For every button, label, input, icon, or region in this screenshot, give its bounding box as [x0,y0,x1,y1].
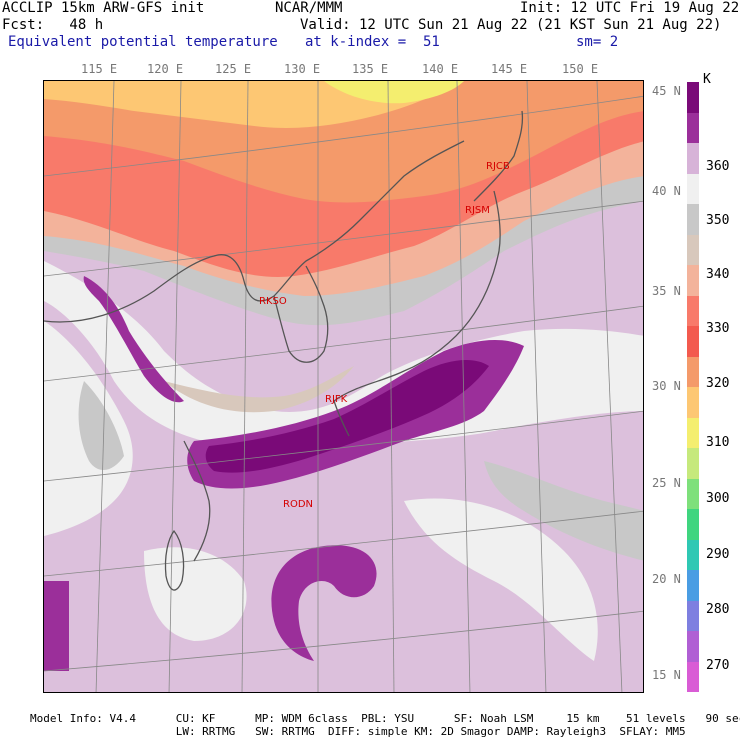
colorbar-label: 270 [706,658,730,673]
colorbar-swatch [687,417,699,448]
lon-label: 130 E [284,62,321,76]
colorbar-label: 360 [706,159,730,174]
colorbar-unit: K [703,72,711,87]
lon-label: 150 E [562,62,599,76]
colorbar-label: 310 [706,435,730,450]
colorbar-swatch [687,112,699,143]
colorbar-swatch [687,173,699,204]
field-name: Equivalent potential temperature [8,34,278,50]
colorbar-swatch [687,143,699,174]
valid-time: Valid: 12 UTC Sun 21 Aug 22 (21 KST Sun … [300,17,722,33]
colorbar-label: 330 [706,321,730,336]
lon-label: 115 E [81,62,118,76]
station-rjsm: RJSM [465,205,490,216]
lat-label: 15 N [652,668,681,682]
colorbar-swatch [687,265,699,296]
colorbar-swatch [687,600,699,631]
colorbar-label: 340 [706,267,730,282]
colorbar-swatch [687,509,699,540]
model-info-line2: LW: RRTMG SW: RRTMG DIFF: simple KM: 2D … [30,725,686,738]
station-rodn: RODN [283,499,313,510]
colorbar-label: 290 [706,547,730,562]
lon-label: 140 E [422,62,459,76]
theta-e-map [43,80,644,693]
station-rjcb: RJCB [486,161,510,172]
lon-label: 120 E [147,62,184,76]
colorbar-swatch [687,204,699,235]
colorbar-swatch [687,448,699,479]
colorbar-label: 320 [706,376,730,391]
map-canvas [44,81,643,692]
station-rjfk: RJFK [325,394,348,405]
lat-label: 20 N [652,572,681,586]
station-rkso: RKSO [259,296,287,307]
colorbar-swatch [687,478,699,509]
colorbar-swatch [687,631,699,662]
forecast-hour: Fcst: 48 h [2,17,104,33]
colorbar-swatch [687,387,699,418]
model-info-line1: Model Info: V4.4 CU: KF MP: WDM 6class P… [30,712,740,725]
lon-label: 125 E [215,62,252,76]
colorbar-swatch [687,82,699,113]
colorbar-swatch [687,234,699,265]
colorbar-label: 350 [706,213,730,228]
colorbar-swatch [687,295,699,326]
colorbar [687,82,699,692]
smoothing-label: sm= 2 [576,34,619,50]
colorbar-label: 300 [706,491,730,506]
lat-label: 30 N [652,379,681,393]
colorbar-swatch [687,326,699,357]
lon-label: 145 E [491,62,528,76]
colorbar-swatch [687,356,699,387]
model-title: ACCLIP 15km ARW-GFS init [2,0,205,16]
lat-label: 45 N [652,84,681,98]
lat-label: 35 N [652,284,681,298]
organization: NCAR/MMM [275,0,343,16]
colorbar-swatch [687,661,699,692]
lat-label: 25 N [652,476,681,490]
colorbar-swatch [687,539,699,570]
lon-label: 135 E [352,62,389,76]
lat-label: 40 N [652,184,681,198]
colorbar-swatch [687,570,699,601]
init-time: Init: 12 UTC Fri 19 Aug 22 [520,0,740,16]
level-label: at k-index = 51 [305,34,440,50]
colorbar-label: 280 [706,602,730,617]
